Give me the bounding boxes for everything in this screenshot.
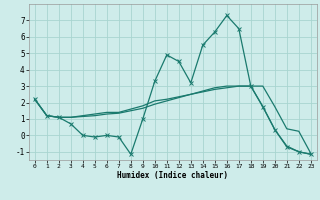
X-axis label: Humidex (Indice chaleur): Humidex (Indice chaleur) — [117, 171, 228, 180]
